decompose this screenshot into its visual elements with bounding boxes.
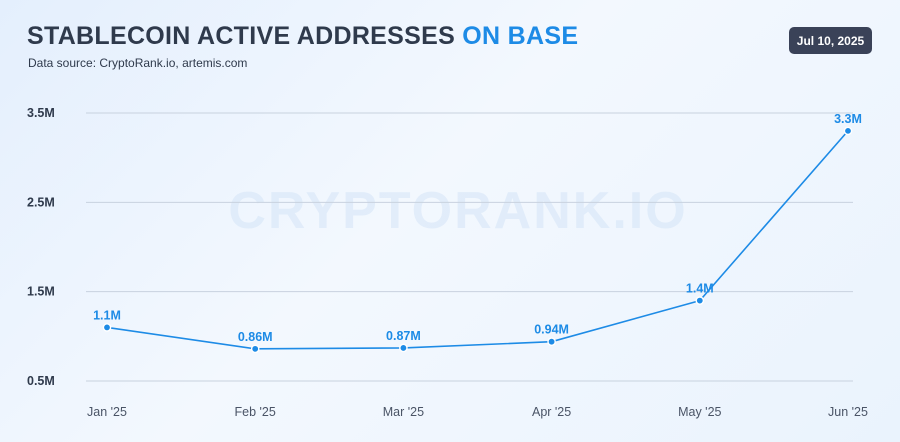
series-line (106, 130, 849, 350)
y-tick-label: 0.5M (27, 374, 55, 388)
data-label: 0.86M (238, 330, 273, 344)
x-tick-label: Feb '25 (235, 405, 276, 419)
chart-title-accent: ON BASE (462, 22, 579, 50)
y-tick-label: 3.5M (27, 106, 55, 120)
data-label: 0.94M (534, 323, 569, 337)
x-tick-label: Jan '25 (87, 405, 127, 419)
data-point (695, 296, 705, 305)
chart-title-main: STABLECOIN ACTIVE ADDRESSES (27, 22, 456, 50)
data-source-note: Data source: CryptoRank.io, artemis.com (28, 56, 248, 70)
data-point (102, 323, 112, 332)
date-badge: Jul 10, 2025 (789, 27, 872, 54)
data-point (843, 126, 853, 136)
y-tick-label: 1.5M (27, 285, 55, 299)
x-tick-label: Mar '25 (383, 405, 424, 419)
data-label: 3.3M (834, 112, 862, 126)
watermark: CRYPTORANK.IO (228, 182, 687, 240)
data-point (250, 344, 260, 354)
x-tick-label: Apr '25 (532, 405, 571, 419)
data-label: 0.87M (386, 329, 421, 343)
data-label: 1.1M (93, 308, 121, 322)
chart-title: STABLECOIN ACTIVE ADDRESSES ON BASE (27, 22, 578, 51)
x-tick-label: May '25 (678, 405, 721, 419)
y-tick-label: 2.5M (27, 195, 55, 209)
data-label: 1.4M (686, 282, 714, 296)
x-tick-label: Jun '25 (828, 405, 868, 419)
data-point (399, 343, 408, 353)
data-point (547, 337, 556, 346)
